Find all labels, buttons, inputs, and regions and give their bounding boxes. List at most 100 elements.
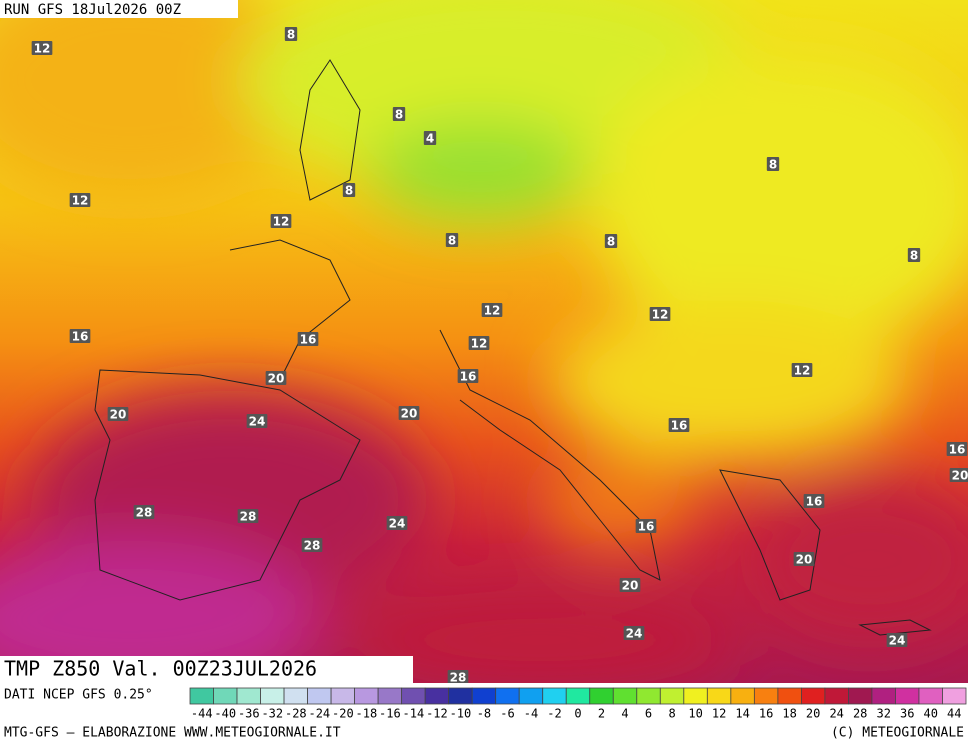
contour-label-box — [284, 27, 298, 41]
contour-label-box — [398, 406, 420, 420]
contour-label-box — [949, 468, 968, 482]
scale-swatch — [424, 687, 450, 705]
contour-label: 24 — [889, 634, 906, 648]
scale-swatch — [330, 687, 356, 705]
credit-label: MTG-GFS — ELABORAZIONE WWW.METEOGIORNALE… — [4, 726, 341, 741]
scale-label: -6 — [500, 707, 514, 721]
scale-label: 16 — [759, 707, 773, 721]
scale-label: -8 — [477, 707, 491, 721]
scale-swatch — [659, 687, 685, 705]
contour-label: 28 — [304, 539, 321, 553]
contour-label-box — [392, 107, 406, 121]
color-scale: -44 -40 -36 -32 -28 -24 -20 -18 -16 -14 -12 -10 -8 -6… — [189, 687, 967, 721]
contour-label-box — [265, 371, 287, 385]
scale-swatch — [307, 687, 332, 705]
scale-swatch — [753, 687, 779, 705]
scale-label: -28 — [285, 707, 307, 721]
scale-label: -16 — [379, 707, 401, 721]
contour-label-box — [803, 494, 825, 508]
scale-label: 10 — [688, 707, 702, 721]
scale-label: 40 — [924, 707, 938, 721]
scale-swatch — [448, 687, 473, 705]
scale-label: 36 — [900, 707, 914, 721]
contour-label-box — [907, 248, 921, 262]
scale-swatch — [565, 687, 591, 705]
contour-label: 12 — [794, 364, 811, 378]
contour-label: 8 — [345, 184, 353, 198]
contour-label: 16 — [806, 495, 823, 509]
scale-label: 2 — [598, 707, 605, 721]
contour-label-box — [481, 303, 503, 317]
scale-label: 20 — [806, 707, 820, 721]
scale-label: -18 — [356, 707, 378, 721]
temperature-field — [0, 0, 968, 700]
scale-swatch — [706, 687, 732, 705]
scale-swatch — [260, 687, 285, 705]
scale-swatch — [636, 687, 661, 705]
contour-label: 8 — [287, 28, 295, 42]
coastlines — [94, 59, 932, 636]
contour-label-box — [649, 307, 671, 321]
scale-label: -20 — [332, 707, 354, 721]
scale-label: -36 — [238, 707, 260, 721]
contour-label: 12 — [34, 42, 51, 56]
header-box — [0, 0, 238, 18]
contour-label: 12 — [273, 215, 290, 229]
contour-label: 16 — [72, 330, 89, 344]
contour-label-box — [604, 234, 618, 248]
scale-swatch — [612, 687, 638, 705]
scale-label: 24 — [829, 707, 843, 721]
contour-label: 20 — [952, 469, 968, 483]
contour-label: 16 — [300, 333, 317, 347]
scale-swatch — [824, 687, 849, 705]
contour-label-box — [107, 407, 129, 421]
scale-swatch — [730, 687, 755, 705]
scale-swatch — [236, 687, 261, 705]
scale-swatch — [471, 687, 497, 705]
contour-label-box — [342, 183, 356, 197]
contour-label-box — [766, 157, 780, 171]
scale-label: -32 — [261, 707, 283, 721]
scale-swatch — [401, 687, 426, 705]
scale-label: 4 — [621, 707, 628, 721]
scale-swatch — [683, 687, 708, 705]
scale-swatch — [871, 687, 896, 705]
contour-labels: 12 8 8 4 8 12 12 8 8 8 8 12 12 16 16 12 16 20 12 20 24 20 16 16… — [31, 27, 968, 685]
contour-label-box — [69, 329, 91, 343]
contour-label: 4 — [426, 132, 434, 146]
title-box — [0, 656, 413, 683]
contour-label-box — [386, 516, 408, 530]
contour-label: 28 — [136, 506, 153, 520]
contour-label: 20 — [622, 579, 639, 593]
scale-swatch — [800, 687, 826, 705]
contour-label-box — [623, 626, 645, 640]
scale-swatch — [213, 687, 238, 705]
contour-label: 24 — [249, 415, 266, 429]
contour-label-box — [635, 519, 657, 533]
scale-swatch — [189, 687, 214, 705]
contour-label-box — [133, 505, 155, 519]
contour-label: 12 — [484, 304, 501, 318]
contour-label-box — [793, 552, 815, 566]
scale-swatch — [918, 687, 943, 705]
contour-label: 12 — [652, 308, 669, 322]
scale-swatch — [542, 687, 567, 705]
contour-label: 8 — [769, 158, 777, 172]
contour-label-box — [447, 670, 469, 684]
contour-label: 24 — [626, 627, 643, 641]
scale-label: 8 — [668, 707, 675, 721]
scale-label: -2 — [547, 707, 561, 721]
contour-label: 16 — [460, 370, 477, 384]
scale-swatch — [518, 687, 544, 705]
scale-label: -40 — [214, 707, 236, 721]
contour-label: 8 — [448, 234, 456, 248]
scale-swatch — [283, 687, 308, 705]
contour-label-box — [946, 442, 968, 456]
contour-label-box — [791, 363, 813, 377]
contour-label-box — [237, 509, 259, 523]
scale-label: -12 — [426, 707, 448, 721]
scale-label: -10 — [450, 707, 472, 721]
contour-label-box — [270, 214, 292, 228]
scale-label: -44 — [191, 707, 213, 721]
contour-label-box — [423, 131, 437, 145]
